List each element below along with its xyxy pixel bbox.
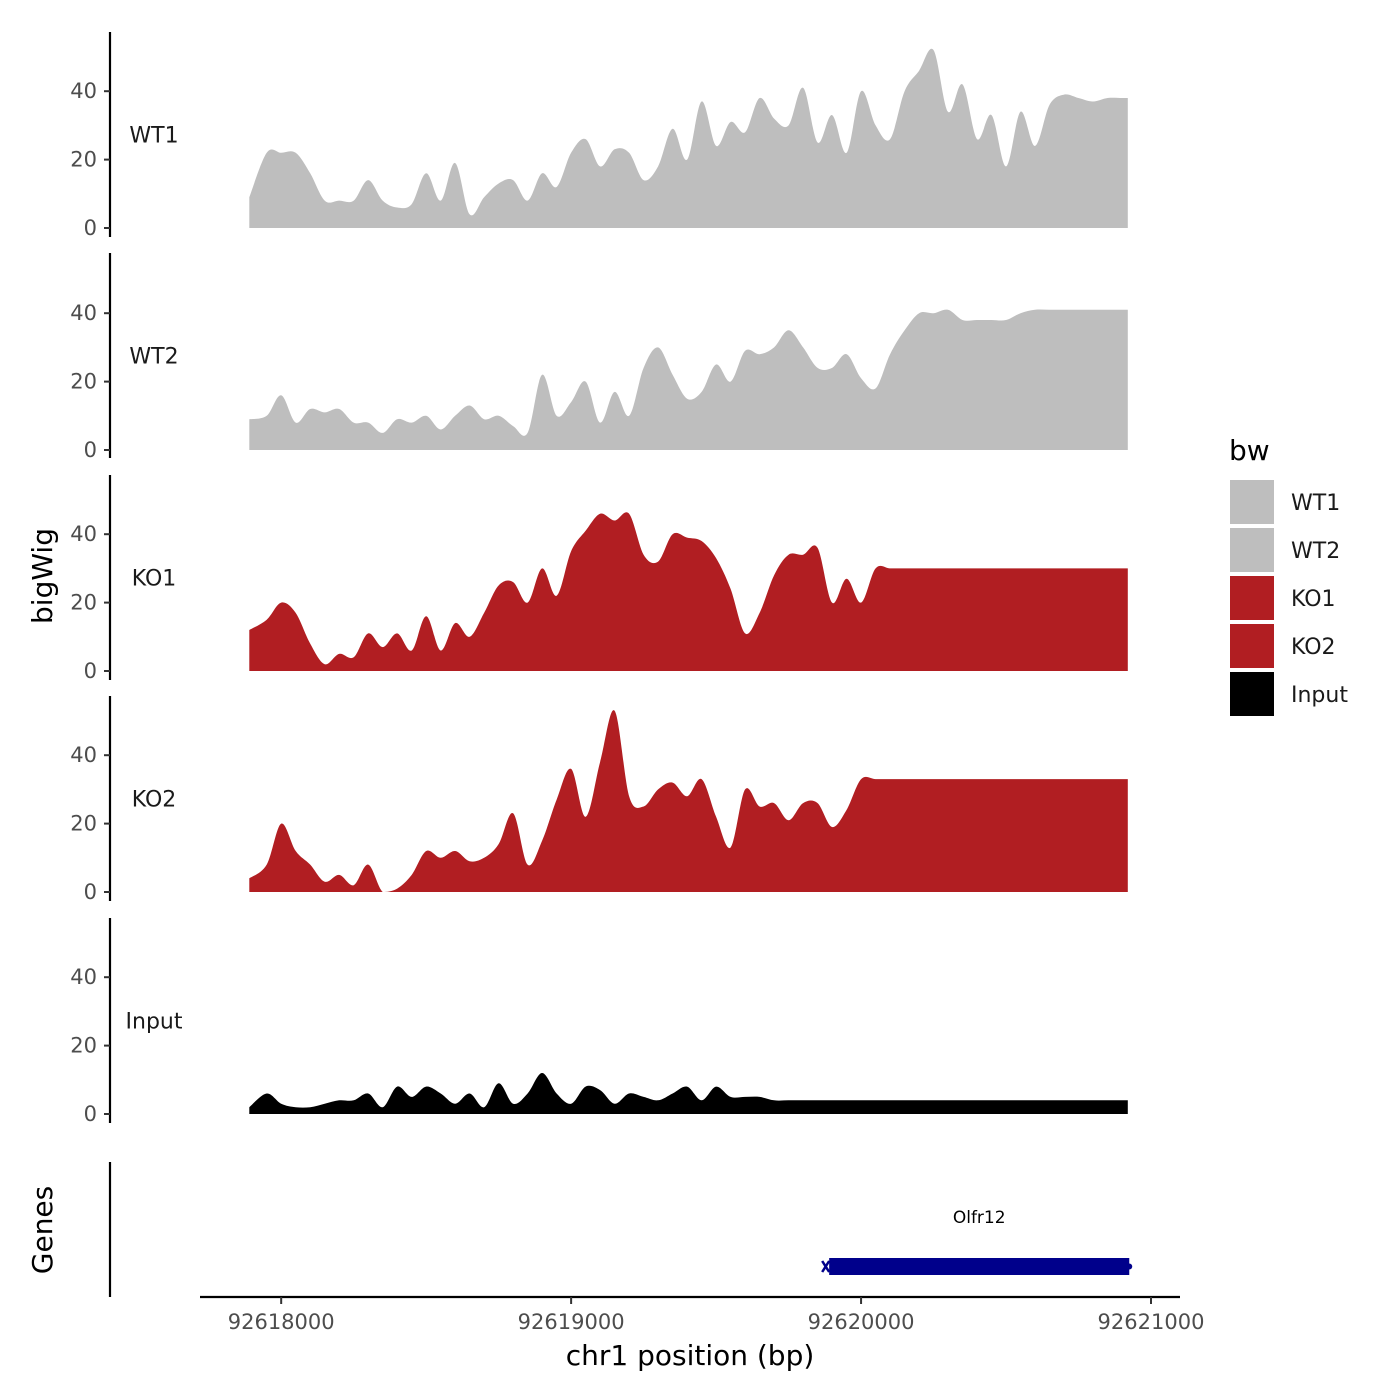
y-tick-label: 0 xyxy=(84,216,97,240)
gene-strand-mark xyxy=(821,1260,831,1273)
x-tick-label: 92618000 xyxy=(228,1310,335,1334)
track-wt2: 0 20 40 WT2 xyxy=(70,253,1128,462)
coverage-area-ko1 xyxy=(249,512,1128,671)
gene-body xyxy=(829,1258,1130,1275)
x-axis: 92618000 92619000 92620000 92621000 xyxy=(200,1295,1205,1334)
x-tick-label: 92619000 xyxy=(518,1310,625,1334)
legend-label: Input xyxy=(1291,683,1348,708)
y-tick-label: 20 xyxy=(70,1034,97,1058)
track-ko1: 0 20 40 KO1 xyxy=(70,475,1128,683)
track-label: KO1 xyxy=(132,567,177,592)
track-input: 0 20 40 Input xyxy=(70,918,1128,1126)
legend-label: WT2 xyxy=(1291,539,1340,564)
y-tick-label: 40 xyxy=(70,301,97,325)
genes-track-title: Genes xyxy=(26,1186,59,1274)
y-tick-label: 40 xyxy=(70,743,97,767)
legend-label: KO1 xyxy=(1291,587,1336,612)
legend-key-wt2 xyxy=(1230,528,1274,572)
legend-key-ko1 xyxy=(1230,576,1274,620)
y-tick-label: 40 xyxy=(70,79,97,103)
x-axis-title: chr1 position (bp) xyxy=(566,1339,815,1372)
coverage-area-wt2 xyxy=(249,309,1128,450)
genes-track: Olfr12 xyxy=(108,1162,1133,1297)
y-axis-title: bigWig xyxy=(26,528,59,624)
coverage-area-ko2 xyxy=(249,710,1128,892)
y-tick-label: 40 xyxy=(70,522,97,546)
legend-key-ko2 xyxy=(1230,624,1274,668)
coverage-area-input xyxy=(249,1073,1128,1114)
track-label: Input xyxy=(126,1010,183,1035)
legend-label: KO2 xyxy=(1291,635,1336,660)
track-label: KO2 xyxy=(132,788,177,813)
legend-label: WT1 xyxy=(1291,491,1340,516)
y-tick-label: 20 xyxy=(70,370,97,394)
y-tick-label: 20 xyxy=(70,812,97,836)
y-tick-label: 0 xyxy=(84,1102,97,1126)
legend-key-input xyxy=(1230,672,1274,716)
legend-title: bw xyxy=(1229,434,1270,467)
gene-end-mark xyxy=(1126,1263,1133,1270)
tracks-group: 0 20 40 WT1 0 20 40 WT2 0 20 40 KO1 0 20 40 KO2 0 20 40 Inp… xyxy=(70,32,1128,1126)
x-tick-label: 92620000 xyxy=(808,1310,915,1334)
track-ko2: 0 20 40 KO2 xyxy=(70,696,1128,904)
x-tick-label: 92621000 xyxy=(1098,1310,1205,1334)
track-wt1: 0 20 40 WT1 xyxy=(70,32,1128,240)
y-tick-label: 0 xyxy=(84,880,97,904)
gene-label: Olfr12 xyxy=(953,1208,1006,1228)
coverage-area-wt1 xyxy=(249,48,1128,228)
y-tick-label: 0 xyxy=(84,438,97,462)
y-tick-label: 40 xyxy=(70,965,97,989)
y-tick-label: 20 xyxy=(70,591,97,615)
y-tick-label: 20 xyxy=(70,148,97,172)
y-tick-label: 0 xyxy=(84,659,97,683)
legend-key-wt1 xyxy=(1230,480,1274,524)
track-label: WT1 xyxy=(129,124,178,149)
track-label: WT2 xyxy=(129,345,178,370)
legend: bw WT1 WT2 KO1 KO2 Input xyxy=(1229,434,1348,716)
